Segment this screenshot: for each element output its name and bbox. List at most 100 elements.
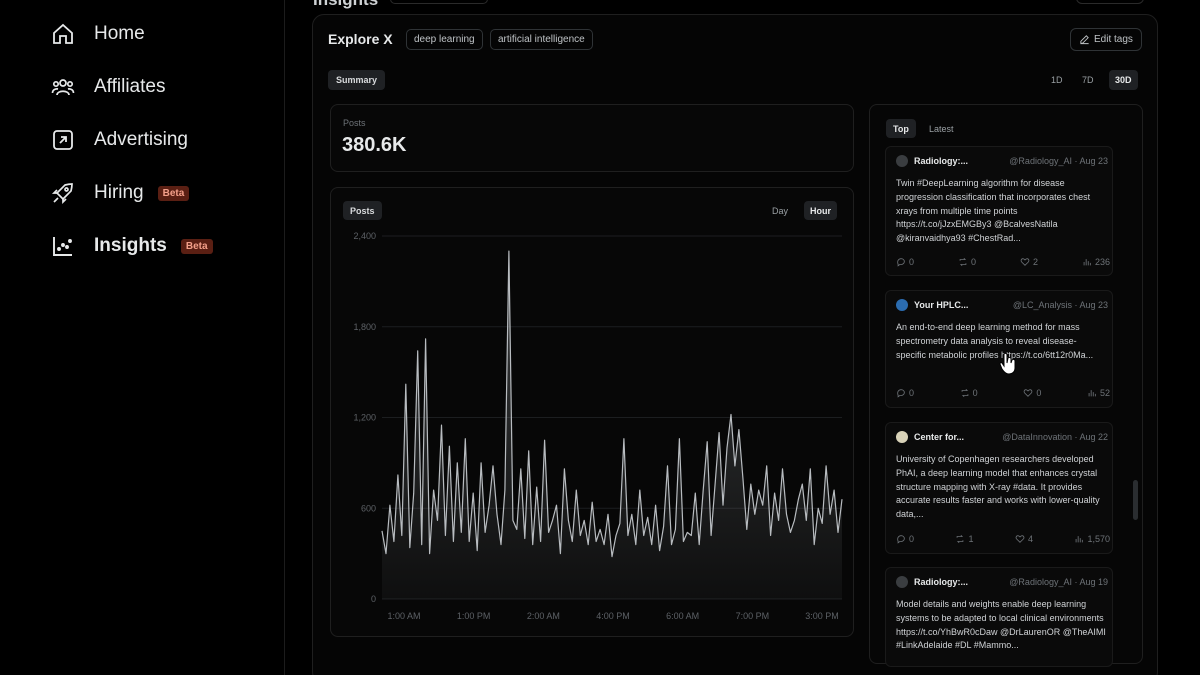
post-text: Twin #DeepLearning algorithm for disease… [896, 178, 1091, 244]
post-header: Center for... @DataInnovation · Aug 22 [896, 431, 1108, 443]
post-handle: @Radiology_AI · Aug 23 [1009, 156, 1108, 166]
post-actions: 0 0 2 236 [896, 257, 1110, 267]
feed-post[interactable]: Center for... @DataInnovation · Aug 22 U… [885, 422, 1113, 554]
post-text: Model details and weights enable deep le… [896, 599, 1106, 651]
feed-scrollbar[interactable] [1133, 480, 1138, 520]
post-header: Your HPLC... @LC_Analysis · Aug 23 [896, 299, 1108, 311]
repost-button[interactable]: 0 [958, 257, 976, 267]
reply-button[interactable]: 0 [896, 388, 914, 398]
range-7d-button[interactable]: 7D [1082, 75, 1094, 85]
y-tick-label: 600 [361, 503, 376, 513]
sidebar-item-label: Hiring [94, 182, 144, 203]
y-tick-label: 0 [371, 594, 376, 604]
post-text: An end-to-end deep learning method for m… [896, 322, 1094, 360]
x-tick-label: 2:00 AM [527, 611, 560, 621]
granularity-hour-button[interactable]: Hour [804, 201, 837, 220]
page-title: Insights [313, 0, 378, 10]
views-button[interactable]: 236 [1082, 257, 1110, 267]
feed-tab-top[interactable]: Top [886, 119, 916, 138]
reply-button[interactable]: 0 [896, 257, 914, 267]
sidebar-item-label: Home [94, 23, 145, 44]
sidebar-item-label: Advertising [94, 129, 188, 150]
sidebar-item-advertising[interactable]: Advertising [50, 123, 188, 157]
repost-button[interactable]: 0 [960, 388, 978, 398]
reply-icon [897, 389, 905, 398]
repost-icon [959, 257, 967, 267]
chart-metric-pill[interactable]: Posts [343, 201, 382, 220]
range-30d-button[interactable]: 30D [1109, 70, 1138, 90]
reply-count: 0 [909, 534, 915, 544]
x-tick-label: 4:00 PM [596, 611, 630, 621]
reply-icon [897, 535, 905, 544]
post-actions: 0 1 4 1,570 [896, 534, 1110, 544]
granularity-day-button[interactable]: Day [772, 205, 789, 216]
series-area [382, 251, 842, 599]
series-line [381, 250, 843, 558]
post-author: Center for... [914, 432, 965, 442]
feed-tab-latest[interactable]: Latest [929, 123, 954, 134]
beta-badge: Beta [180, 238, 213, 254]
header-action-button[interactable] [1076, 0, 1144, 4]
beta-badge: Beta [157, 185, 190, 201]
x-tick-label: 3:00 PM [805, 611, 839, 621]
x-tick-label: 7:00 PM [736, 611, 770, 621]
feed-post[interactable]: Your HPLC... @LC_Analysis · Aug 23 An en… [885, 290, 1113, 408]
feed-post[interactable]: Radiology:... @Radiology_AI · Aug 19 Mod… [885, 567, 1113, 667]
insights-icon [50, 233, 76, 259]
post-author: Radiology:... [914, 577, 968, 587]
summary-tab[interactable]: Summary [328, 70, 386, 90]
like-count: 0 [1036, 388, 1042, 398]
hand-cursor-icon [999, 352, 1016, 375]
post-header: Radiology:... @Radiology_AI · Aug 23 [896, 155, 1108, 167]
views-icon [1088, 390, 1096, 397]
edit-tags-label: Edit tags [1094, 34, 1133, 45]
sidebar: Home Affiliates Advertising Hiring Beta … [0, 0, 285, 675]
tag-chip[interactable]: deep learning [406, 29, 483, 50]
stat-label: Posts [343, 118, 366, 128]
views-icon [1083, 259, 1091, 266]
post-handle: @DataInnovation · Aug 22 [1002, 432, 1108, 442]
views-button[interactable]: 52 [1087, 388, 1110, 398]
repost-count: 0 [972, 388, 978, 398]
reply-count: 0 [909, 388, 915, 398]
view-count: 236 [1094, 257, 1110, 267]
sidebar-item-label: Affiliates [94, 76, 166, 97]
x-tick-label: 1:00 AM [387, 611, 420, 621]
post-author: Your HPLC... [914, 300, 969, 310]
avatar [896, 299, 908, 311]
views-button[interactable]: 1,570 [1074, 534, 1110, 544]
repost-count: 0 [970, 257, 976, 267]
view-count: 1,570 [1087, 534, 1110, 544]
y-tick-label: 1,800 [353, 322, 376, 332]
sidebar-item-hiring[interactable]: Hiring Beta [50, 176, 190, 210]
reply-icon [897, 258, 905, 267]
like-count: 2 [1032, 257, 1038, 267]
posts-stat-card [330, 104, 854, 172]
sidebar-item-label: Insights [94, 235, 167, 256]
explore-title: Explore X [328, 31, 393, 47]
repost-icon [961, 388, 968, 398]
main-divider [284, 0, 285, 675]
avatar [896, 155, 908, 167]
reply-button[interactable]: 0 [896, 534, 914, 544]
pencil-icon [1080, 35, 1089, 45]
sidebar-item-insights[interactable]: Insights Beta [50, 229, 213, 263]
rocket-icon [50, 180, 76, 206]
tag-chip[interactable]: artificial intelligence [490, 29, 593, 50]
like-button[interactable]: 4 [1015, 534, 1033, 544]
post-handle: @LC_Analysis · Aug 23 [1012, 300, 1108, 310]
like-button[interactable]: 0 [1023, 388, 1041, 398]
repost-button[interactable]: 1 [955, 534, 974, 544]
y-tick-label: 2,400 [353, 231, 376, 241]
like-button[interactable]: 2 [1020, 257, 1038, 267]
repost-icon [957, 534, 964, 544]
feed-post[interactable]: Radiology:... @Radiology_AI · Aug 23 Twi… [885, 146, 1113, 276]
x-tick-label: 1:00 PM [457, 611, 491, 621]
title-dropdown[interactable] [390, 0, 488, 4]
sidebar-item-home[interactable]: Home [50, 17, 145, 51]
post-author: Radiology:... [914, 156, 968, 166]
sidebar-item-affiliates[interactable]: Affiliates [50, 70, 165, 104]
edit-tags-button[interactable]: Edit tags [1070, 28, 1142, 51]
advertising-icon [50, 127, 76, 153]
range-1d-button[interactable]: 1D [1051, 75, 1063, 85]
